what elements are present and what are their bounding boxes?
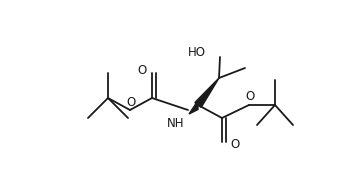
Text: O: O	[126, 97, 136, 109]
Text: O: O	[230, 138, 239, 150]
Polygon shape	[189, 100, 198, 114]
Polygon shape	[195, 78, 219, 107]
Text: O: O	[245, 90, 254, 104]
Text: O: O	[138, 64, 147, 76]
Text: NH: NH	[167, 117, 185, 130]
Text: HO: HO	[188, 46, 206, 58]
